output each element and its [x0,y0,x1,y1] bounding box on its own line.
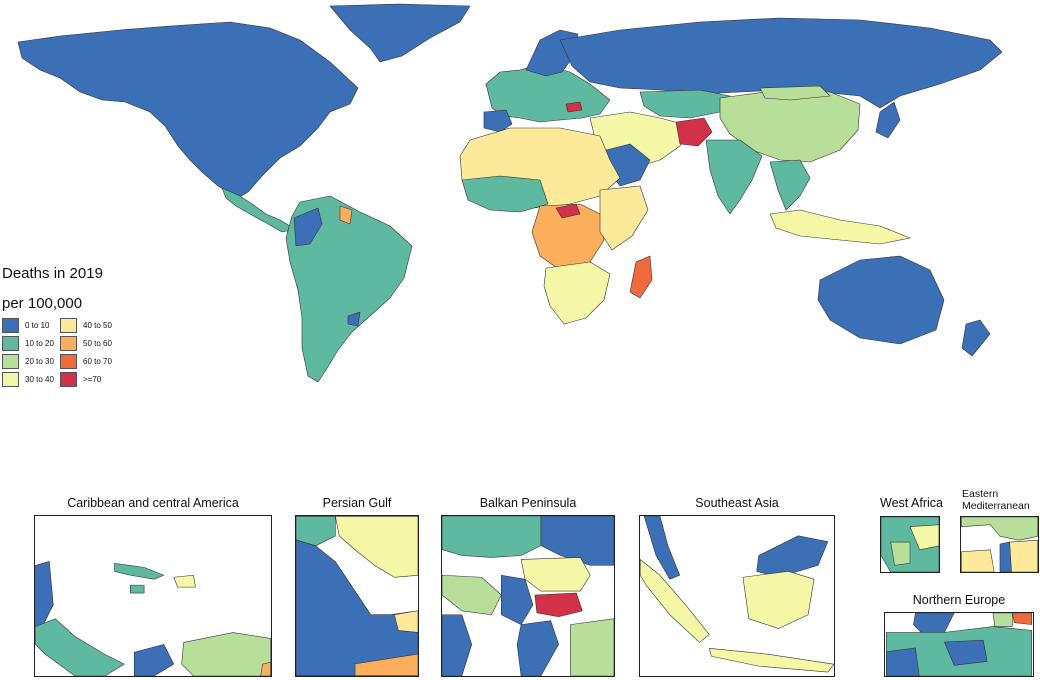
legend-title: Deaths in 2019 [2,265,103,282]
india [705,139,763,215]
inset-title-northern-europe: Northern Europe [912,593,1006,607]
greenland [329,3,471,63]
inset-west-africa-map [881,517,939,572]
legend-entry: 40 to 50 [60,318,118,333]
inset-eastern-mediterranean-map [961,517,1038,572]
legend-entry: 10 to 20 [2,336,60,351]
japan [875,101,901,139]
mexico-central-america [221,187,293,233]
inset-caribbean-map [35,561,271,676]
inset-title-persian-gulf: Persian Gulf [322,496,392,510]
west-africa [461,175,549,213]
australia [817,255,945,345]
inset-eastern-mediterranean [960,516,1039,573]
legend-label: 0 to 10 [25,321,50,330]
legend-label: 60 to 70 [83,357,112,366]
iberia [483,109,513,133]
madagascar [629,255,653,299]
south-america [285,195,413,383]
car [555,203,581,219]
legend-label: 30 to 40 [25,375,54,384]
legend-swatch [60,318,77,333]
ecuador-colombia [293,207,323,247]
legend-entry: >=70 [60,372,118,387]
inset-balkan [441,515,615,677]
southern-africa [543,261,611,325]
legend-entry: 50 to 60 [60,336,118,351]
legend-swatch [60,336,77,351]
legend-subtitle: per 100,000 [2,295,83,312]
legend-swatch [2,354,19,369]
legend-label: 20 to 30 [25,357,54,366]
inset-title-west-africa: West Africa [880,496,943,510]
inset-northern-europe [884,612,1034,677]
legend-entry: 0 to 10 [2,318,60,333]
legend-entries: 0 to 10 40 to 50 10 to 20 50 to 60 20 to… [2,318,162,387]
inset-balkan-map [442,516,614,676]
legend-label: 10 to 20 [25,339,54,348]
inset-title-caribbean: Caribbean and central America [67,496,239,510]
mongolia [759,85,831,101]
inset-title-balkan: Balkan Peninsula [479,496,577,510]
legend-entry: 20 to 30 [2,354,60,369]
legend-swatch [2,318,19,333]
east-africa [599,185,649,251]
kazakhstan [639,89,731,119]
indonesia [769,209,911,245]
legend-swatch [60,354,77,369]
inset-northern-europe-map [886,613,1032,676]
uruguay [347,311,361,327]
legend-swatch [60,372,77,387]
inset-caribbean [34,515,272,677]
inset-southeast-asia-map [640,516,834,673]
new-zealand [961,319,991,357]
legend-label: 50 to 60 [83,339,112,348]
legend-label: 40 to 50 [83,321,112,330]
north-america [17,21,359,199]
legend-entry: 60 to 70 [60,354,118,369]
inset-title-eastern-mediterranean: Eastern Mediterranean [962,488,1030,512]
afghanistan [675,117,713,147]
world-map [17,3,1003,383]
legend-entry: 30 to 40 [2,372,60,387]
inset-persian-gulf-map [296,516,418,676]
guiana [339,205,353,225]
legend-label: >=70 [83,375,102,384]
inset-persian-gulf [295,515,419,677]
inset-southeast-asia [639,515,835,677]
inset-title-southeast-asia: Southeast Asia [695,496,779,510]
southeast-asia-mainland [769,159,811,211]
legend-swatch [2,336,19,351]
legend-swatch [2,372,19,387]
inset-west-africa [880,516,940,573]
map-legend: Deaths in 2019 per 100,000 0 to 10 40 to… [2,264,162,387]
russia [559,17,1003,109]
bulgaria [565,101,583,113]
